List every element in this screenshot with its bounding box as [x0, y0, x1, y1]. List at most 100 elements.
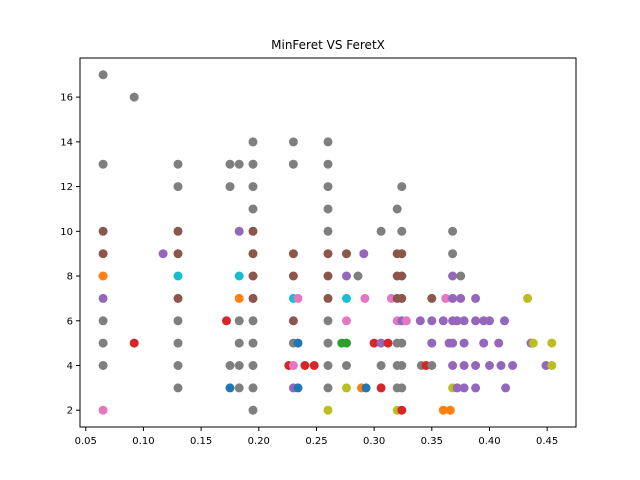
scatter-point	[248, 204, 258, 214]
scatter-point	[293, 383, 303, 393]
scatter-point	[448, 361, 458, 370]
y-tick-label: 10	[60, 227, 73, 238]
scatter-point	[501, 383, 511, 393]
scatter-point	[376, 226, 386, 236]
scatter-point	[293, 338, 303, 348]
scatter-point	[448, 249, 458, 259]
scatter-point	[234, 226, 244, 236]
scatter-point	[173, 249, 183, 259]
scatter-point	[173, 226, 183, 236]
scatter-point	[98, 249, 108, 259]
scatter-point	[288, 316, 298, 326]
scatter-point	[376, 338, 386, 348]
scatter-point	[485, 361, 494, 370]
y-tick-label: 8	[67, 272, 73, 283]
y-tick-label: 6	[67, 316, 73, 327]
scatter-point	[508, 361, 518, 370]
scatter-point	[342, 249, 351, 259]
scatter-point	[359, 249, 369, 259]
scatter-point	[479, 338, 489, 348]
y-tick-label: 14	[60, 137, 73, 148]
scatter-point	[353, 271, 363, 281]
scatter-point	[397, 249, 407, 259]
scatter-point	[173, 271, 183, 281]
scatter-point	[438, 405, 448, 415]
scatter-point	[98, 361, 108, 370]
scatter-point	[342, 338, 351, 348]
scatter-point	[323, 271, 333, 281]
y-tick-label: 12	[60, 182, 73, 193]
scatter-point	[288, 271, 298, 281]
scatter-point	[248, 159, 258, 169]
scatter-point	[234, 316, 244, 326]
scatter-point	[248, 249, 258, 259]
scatter-point	[98, 405, 108, 415]
y-tick-label: 2	[67, 406, 73, 417]
scatter-point	[129, 92, 139, 102]
scatter-point	[342, 271, 351, 281]
scatter-point	[323, 204, 333, 214]
scatter-point	[323, 249, 333, 259]
scatter-point	[98, 338, 108, 348]
scatter-point	[222, 316, 231, 326]
points-layer	[98, 70, 557, 415]
scatter-point	[225, 361, 235, 370]
scatter-point	[248, 137, 258, 147]
x-tick-label: 0.20	[248, 436, 270, 447]
scatter-point	[288, 361, 298, 370]
scatter-point	[323, 361, 333, 370]
scatter-point	[98, 316, 108, 326]
scatter-point	[438, 316, 448, 326]
scatter-point	[98, 70, 108, 80]
scatter-point	[293, 293, 303, 303]
scatter-point	[225, 182, 235, 192]
scatter-point	[248, 271, 258, 281]
scatter-point	[547, 338, 557, 348]
scatter-point	[248, 293, 258, 303]
scatter-point	[98, 293, 108, 303]
scatter-point	[448, 271, 458, 281]
scatter-point	[234, 271, 244, 281]
scatter-point	[342, 383, 351, 393]
scatter-point	[173, 383, 183, 393]
scatter-point	[98, 159, 108, 169]
scatter-point	[234, 361, 244, 370]
scatter-point	[459, 338, 469, 348]
scatter-point	[323, 137, 333, 147]
x-tick-label: 0.15	[190, 436, 212, 447]
scatter-point	[459, 383, 469, 393]
x-tick-label: 0.10	[132, 436, 154, 447]
scatter-point	[248, 226, 258, 236]
scatter-point	[448, 226, 458, 236]
scatter-point	[300, 361, 310, 370]
x-tick-label: 0.35	[421, 436, 443, 447]
scatter-point	[98, 226, 108, 236]
scatter-point	[158, 249, 168, 259]
scatter-point	[494, 338, 504, 348]
scatter-point	[173, 316, 183, 326]
scatter-point	[309, 361, 319, 370]
scatter-point	[288, 137, 298, 147]
scatter-point	[323, 405, 333, 415]
scatter-point	[397, 338, 407, 348]
scatter-point	[547, 361, 557, 370]
scatter-point	[288, 249, 298, 259]
scatter-point	[234, 338, 244, 348]
x-tick-label: 0.30	[363, 436, 385, 447]
scatter-point	[523, 293, 533, 303]
scatter-point	[427, 316, 437, 326]
scatter-point	[456, 271, 466, 281]
scatter-point	[392, 204, 402, 214]
x-axis: 0.05 0.10 0.15 0.20 0.25 0.30 0.35 0.40 0.45	[75, 427, 558, 447]
scatter-point	[248, 405, 258, 415]
scatter-point	[369, 338, 379, 348]
scatter-point	[248, 316, 258, 326]
scatter-point	[471, 383, 481, 393]
scatter-point	[427, 338, 437, 348]
scatter-point	[248, 338, 258, 348]
scatter-point	[248, 361, 258, 370]
scatter-point	[248, 383, 258, 393]
scatter-point	[173, 159, 183, 169]
scatter-point	[427, 293, 437, 303]
x-tick-label: 0.40	[478, 436, 500, 447]
